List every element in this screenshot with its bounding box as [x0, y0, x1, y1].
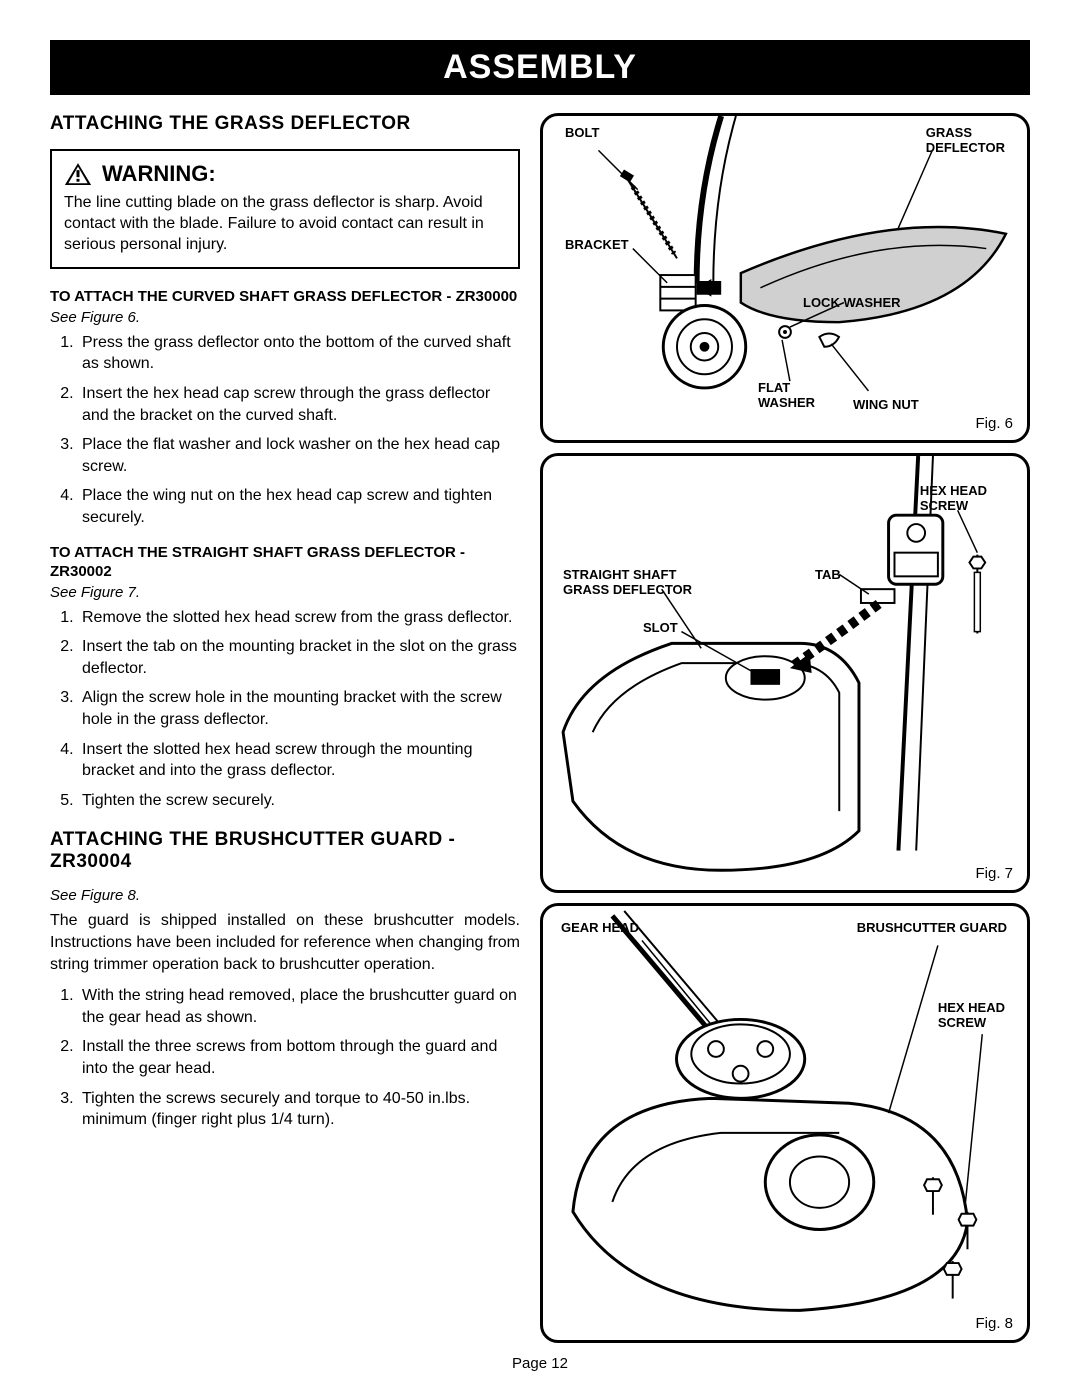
label-flat-washer: FLAT WASHER — [758, 381, 815, 411]
page: ASSEMBLY ATTACHING THE GRASS DEFLECTOR W… — [0, 0, 1080, 1392]
figure-6: BOLT GRASS DEFLECTOR BRACKET LOCK WASHER… — [540, 113, 1030, 443]
step-item: Insert the tab on the mounting bracket i… — [78, 636, 520, 679]
step-item: Place the wing nut on the hex head cap s… — [78, 485, 520, 528]
page-number: Page 12 — [50, 1355, 1030, 1372]
label-wing-nut: WING NUT — [853, 398, 919, 413]
subhead-straight-shaft: TO ATTACH THE STRAIGHT SHAFT GRASS DEFLE… — [50, 543, 520, 582]
assembly-banner: ASSEMBLY — [50, 40, 1030, 95]
step-item: Tighten the screw securely. — [78, 790, 520, 812]
figure-7: HEX HEAD SCREW STRAIGHT SHAFT GRASS DEFL… — [540, 453, 1030, 893]
figure-8-caption: Fig. 8 — [975, 1315, 1013, 1332]
left-column: ATTACHING THE GRASS DEFLECTOR WARNING: T… — [50, 113, 520, 1343]
warning-triangle-icon — [64, 162, 92, 187]
figure-7-illustration — [543, 456, 1027, 890]
step-item: Install the three screws from bottom thr… — [78, 1036, 520, 1079]
label-grass-deflector: GRASS DEFLECTOR — [926, 126, 1005, 156]
label-bracket: BRACKET — [565, 238, 629, 253]
label-lock-washer: LOCK WASHER — [803, 296, 901, 311]
see-figure-6: See Figure 6. — [50, 309, 520, 326]
warning-box: WARNING: The line cutting blade on the g… — [50, 149, 520, 269]
section-title-brushcutter: ATTACHING THE BRUSHCUTTER GUARD - ZR3000… — [50, 829, 520, 873]
two-column-layout: ATTACHING THE GRASS DEFLECTOR WARNING: T… — [50, 113, 1030, 1343]
step-item: Insert the hex head cap screw through th… — [78, 383, 520, 426]
label-tab: TAB — [815, 568, 841, 583]
figure-8: GEAR HEAD BRUSHCUTTER GUARD HEX HEAD SCR… — [540, 903, 1030, 1343]
step-item: Align the screw hole in the mounting bra… — [78, 687, 520, 730]
label-bolt: BOLT — [565, 126, 599, 141]
warning-text: The line cutting blade on the grass defl… — [64, 193, 506, 255]
figure-6-caption: Fig. 6 — [975, 415, 1013, 432]
section-title-grass-deflector: ATTACHING THE GRASS DEFLECTOR — [50, 113, 520, 135]
step-item: Remove the slotted hex head screw from t… — [78, 607, 520, 629]
step-item: Tighten the screws securely and torque t… — [78, 1088, 520, 1131]
step-item: Place the flat washer and lock washer on… — [78, 434, 520, 477]
label-slot: SLOT — [643, 621, 678, 636]
label-brushcutter-guard: BRUSHCUTTER GUARD — [857, 921, 1007, 936]
see-figure-8: See Figure 8. — [50, 887, 520, 904]
label-hex-head-screw-8: HEX HEAD SCREW — [938, 1001, 1005, 1031]
figure-7-caption: Fig. 7 — [975, 865, 1013, 882]
right-column: BOLT GRASS DEFLECTOR BRACKET LOCK WASHER… — [540, 113, 1030, 1343]
figure-8-illustration — [543, 906, 1027, 1340]
label-hex-head-screw-7: HEX HEAD SCREW — [920, 484, 987, 514]
warning-header: WARNING: — [64, 161, 506, 187]
see-figure-7: See Figure 7. — [50, 584, 520, 601]
step-item: Insert the slotted hex head screw throug… — [78, 739, 520, 782]
steps-curved-shaft: Press the grass deflector onto the botto… — [50, 332, 520, 529]
brushcutter-intro: The guard is shipped installed on these … — [50, 910, 520, 975]
step-item: With the string head removed, place the … — [78, 985, 520, 1028]
label-gear-head: GEAR HEAD — [561, 921, 639, 936]
warning-label: WARNING: — [102, 161, 216, 187]
steps-straight-shaft: Remove the slotted hex head screw from t… — [50, 607, 520, 812]
step-item: Press the grass deflector onto the botto… — [78, 332, 520, 375]
subhead-curved-shaft: TO ATTACH THE CURVED SHAFT GRASS DEFLECT… — [50, 287, 520, 307]
steps-brushcutter: With the string head removed, place the … — [50, 985, 520, 1131]
label-straight-shaft-deflector: STRAIGHT SHAFT GRASS DEFLECTOR — [563, 568, 692, 598]
